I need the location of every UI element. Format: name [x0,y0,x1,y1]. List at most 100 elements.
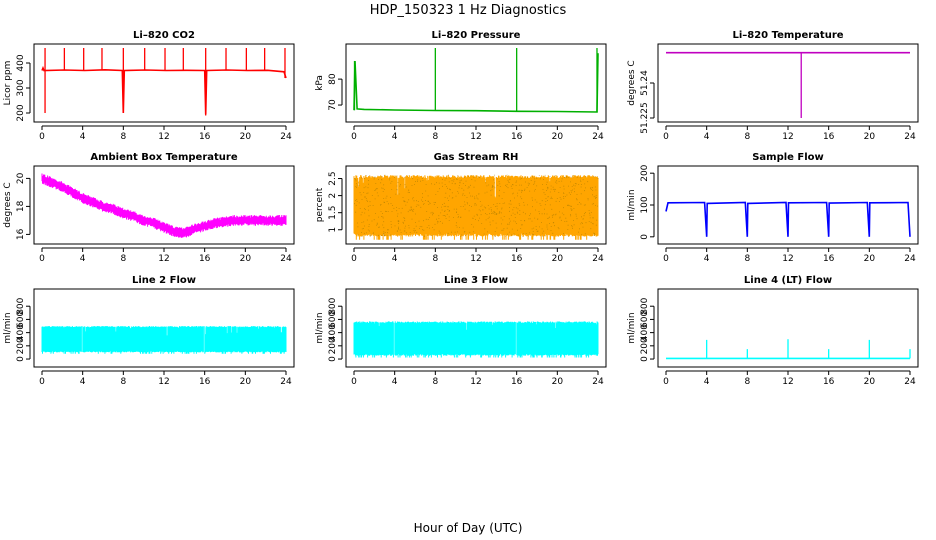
x-tick-label: 4 [392,254,398,264]
panel-l2: Line 2 Flow 0 4 8 12 16 20 24 0 200400600800ml/mi… [3,275,295,387]
y-tick-label: 2 [328,193,338,199]
y-tick-label: 200 [640,337,650,354]
y-axis-label: percent [315,187,325,222]
y-tick-label: 1.5 [328,206,338,220]
x-tick-label: 16 [823,254,835,264]
x-tick-label: 12 [782,377,793,387]
x-tick-label: 20 [552,254,564,264]
x-tick-label: 16 [199,254,211,264]
x-axis: 0 4 8 12 16 20 24 [663,125,916,142]
y-tick-label: 80 [328,73,338,85]
x-tick-label: 24 [592,254,604,264]
y-tick-label: 200 [328,337,338,354]
y-axis-label: degrees C [627,60,637,105]
band-speckle [354,174,599,237]
y-tick-label: 600 [640,311,650,328]
plot-area [41,48,287,116]
y-tick-label: 600 [16,311,26,328]
panel-title: Li–820 Temperature [732,30,843,41]
x-tick-label: 4 [704,377,710,387]
y-axis-label: ml/min [627,312,637,343]
x-axis: 0 4 8 12 16 20 24 [351,247,604,264]
x-tick-label: 20 [240,377,252,387]
plot-frame [345,288,607,368]
panel-title: Li–820 Pressure [432,30,521,41]
panel-title: Li–820 CO2 [133,30,195,41]
x-tick-label: 4 [392,132,398,142]
x-tick-label: 0 [351,254,357,264]
band-strokes [353,175,599,240]
y-tick-label: 16 [16,228,26,240]
y-axis: 70 80 [328,73,343,111]
x-tick-label: 8 [120,132,126,142]
x-tick-label: 24 [904,377,916,387]
y-tick-label: 100 [640,196,650,213]
x-tick-label: 4 [392,377,398,387]
y-axis: 16 18 20 [16,172,31,240]
x-tick-label: 24 [592,377,604,387]
plot-area [41,173,287,238]
x-tick-label: 0 [39,254,45,264]
panel-title: Gas Stream RH [434,152,519,163]
x-tick-label: 20 [240,132,252,142]
x-axis-label: Hour of Day (UTC) [414,521,523,535]
y-axis-label: degrees C [3,182,13,227]
plot-area [666,339,911,360]
x-tick-label: 0 [351,377,357,387]
x-tick-label: 8 [120,377,126,387]
y-axis-label: kPa [315,75,325,91]
panel-ltemp: Li–820 Temperature 0 4 8 12 16 20 24 51.225 51.24… [627,30,919,142]
x-axis: 0 4 8 12 16 20 24 [663,247,916,264]
y-tick-label: 200 [16,104,26,121]
y-tick-label: 70 [328,99,338,111]
x-tick-label: 12 [470,132,481,142]
x-tick-label: 0 [663,377,669,387]
y-tick-label: 0 [640,356,650,362]
y-axis-label: ml/min [315,312,325,343]
panel-abt: Ambient Box Temperature 0 4 8 12 16 20 24 16 18 20… [3,152,295,264]
y-tick-label: 400 [16,324,26,341]
data-band [353,174,599,240]
x-axis: 0 4 8 12 16 20 24 [663,370,916,387]
plot-frame [657,288,919,368]
data-band [41,173,287,238]
x-axis: 0 4 8 12 16 20 24 [351,370,604,387]
y-tick-label: 0 [328,356,338,362]
x-tick-label: 8 [744,132,750,142]
y-tick-label: 200 [16,337,26,354]
x-tick-label: 20 [552,377,564,387]
y-axis: 1 1.5 2 2.5 [328,171,343,233]
x-tick-label: 20 [864,132,876,142]
x-tick-label: 8 [120,254,126,264]
plot-frame [33,165,295,245]
y-tick-label: 51.24 [640,70,650,96]
x-tick-label: 16 [511,254,523,264]
plot-frame [657,165,919,245]
x-axis: 0 4 8 12 16 20 24 [39,247,292,264]
x-tick-label: 24 [904,254,916,264]
x-tick-label: 24 [592,132,604,142]
x-tick-label: 16 [511,132,523,142]
x-tick-label: 24 [280,254,292,264]
x-axis: 0 4 8 12 16 20 24 [39,370,292,387]
panel-l3: Line 3 Flow 0 4 8 12 16 20 24 0 200400600800ml/mi… [315,275,607,387]
x-tick-label: 20 [864,377,876,387]
y-axis: 0 100 200 [640,164,655,240]
panel-title: Sample Flow [752,152,824,163]
x-tick-label: 16 [823,132,835,142]
x-axis: 0 4 8 12 16 20 24 [351,125,604,142]
y-tick-label: 400 [16,54,26,71]
y-tick-label: 0 [16,356,26,362]
x-tick-label: 16 [511,377,523,387]
x-tick-label: 8 [432,254,438,264]
y-tick-label: 0 [640,234,650,240]
x-tick-label: 8 [432,377,438,387]
plot-frame [33,43,295,123]
y-axis: 51.225 51.24 [640,70,655,134]
y-tick-label: 1 [328,227,338,233]
